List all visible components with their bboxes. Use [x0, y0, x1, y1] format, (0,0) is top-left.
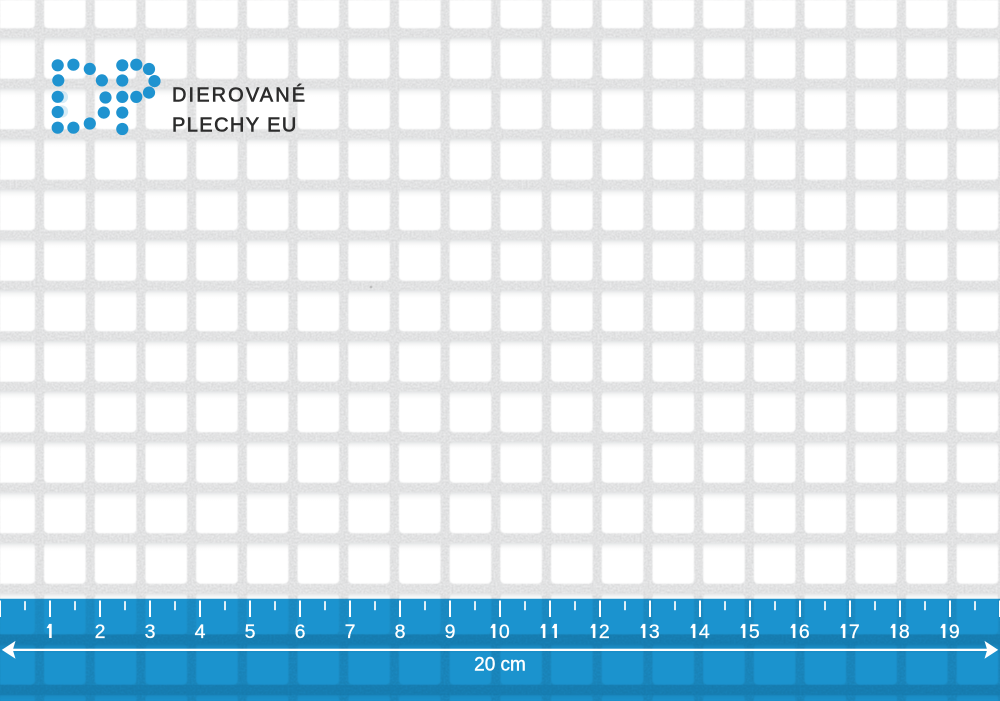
svg-text:9: 9	[445, 621, 456, 643]
svg-text:4: 4	[195, 621, 206, 643]
svg-text:5: 5	[245, 621, 256, 643]
svg-text:8: 8	[395, 621, 406, 643]
svg-text:2: 2	[95, 621, 106, 643]
svg-text:4: 4	[699, 621, 710, 643]
svg-text:3: 3	[145, 621, 156, 643]
svg-text:3: 3	[649, 621, 660, 643]
svg-text:6: 6	[799, 621, 810, 643]
svg-text:0: 0	[499, 621, 510, 643]
svg-text:7: 7	[849, 621, 860, 643]
svg-text:9: 9	[949, 621, 960, 643]
svg-text:DIEROVANÉ: DIEROVANÉ	[172, 83, 307, 106]
svg-text:6: 6	[295, 621, 306, 643]
svg-text:5: 5	[749, 621, 760, 643]
svg-text:7: 7	[345, 621, 356, 643]
svg-text:PLECHY EU: PLECHY EU	[172, 115, 298, 137]
svg-text:2: 2	[599, 621, 610, 643]
svg-text:20 cm: 20 cm	[474, 655, 526, 676]
svg-text:8: 8	[899, 621, 910, 643]
